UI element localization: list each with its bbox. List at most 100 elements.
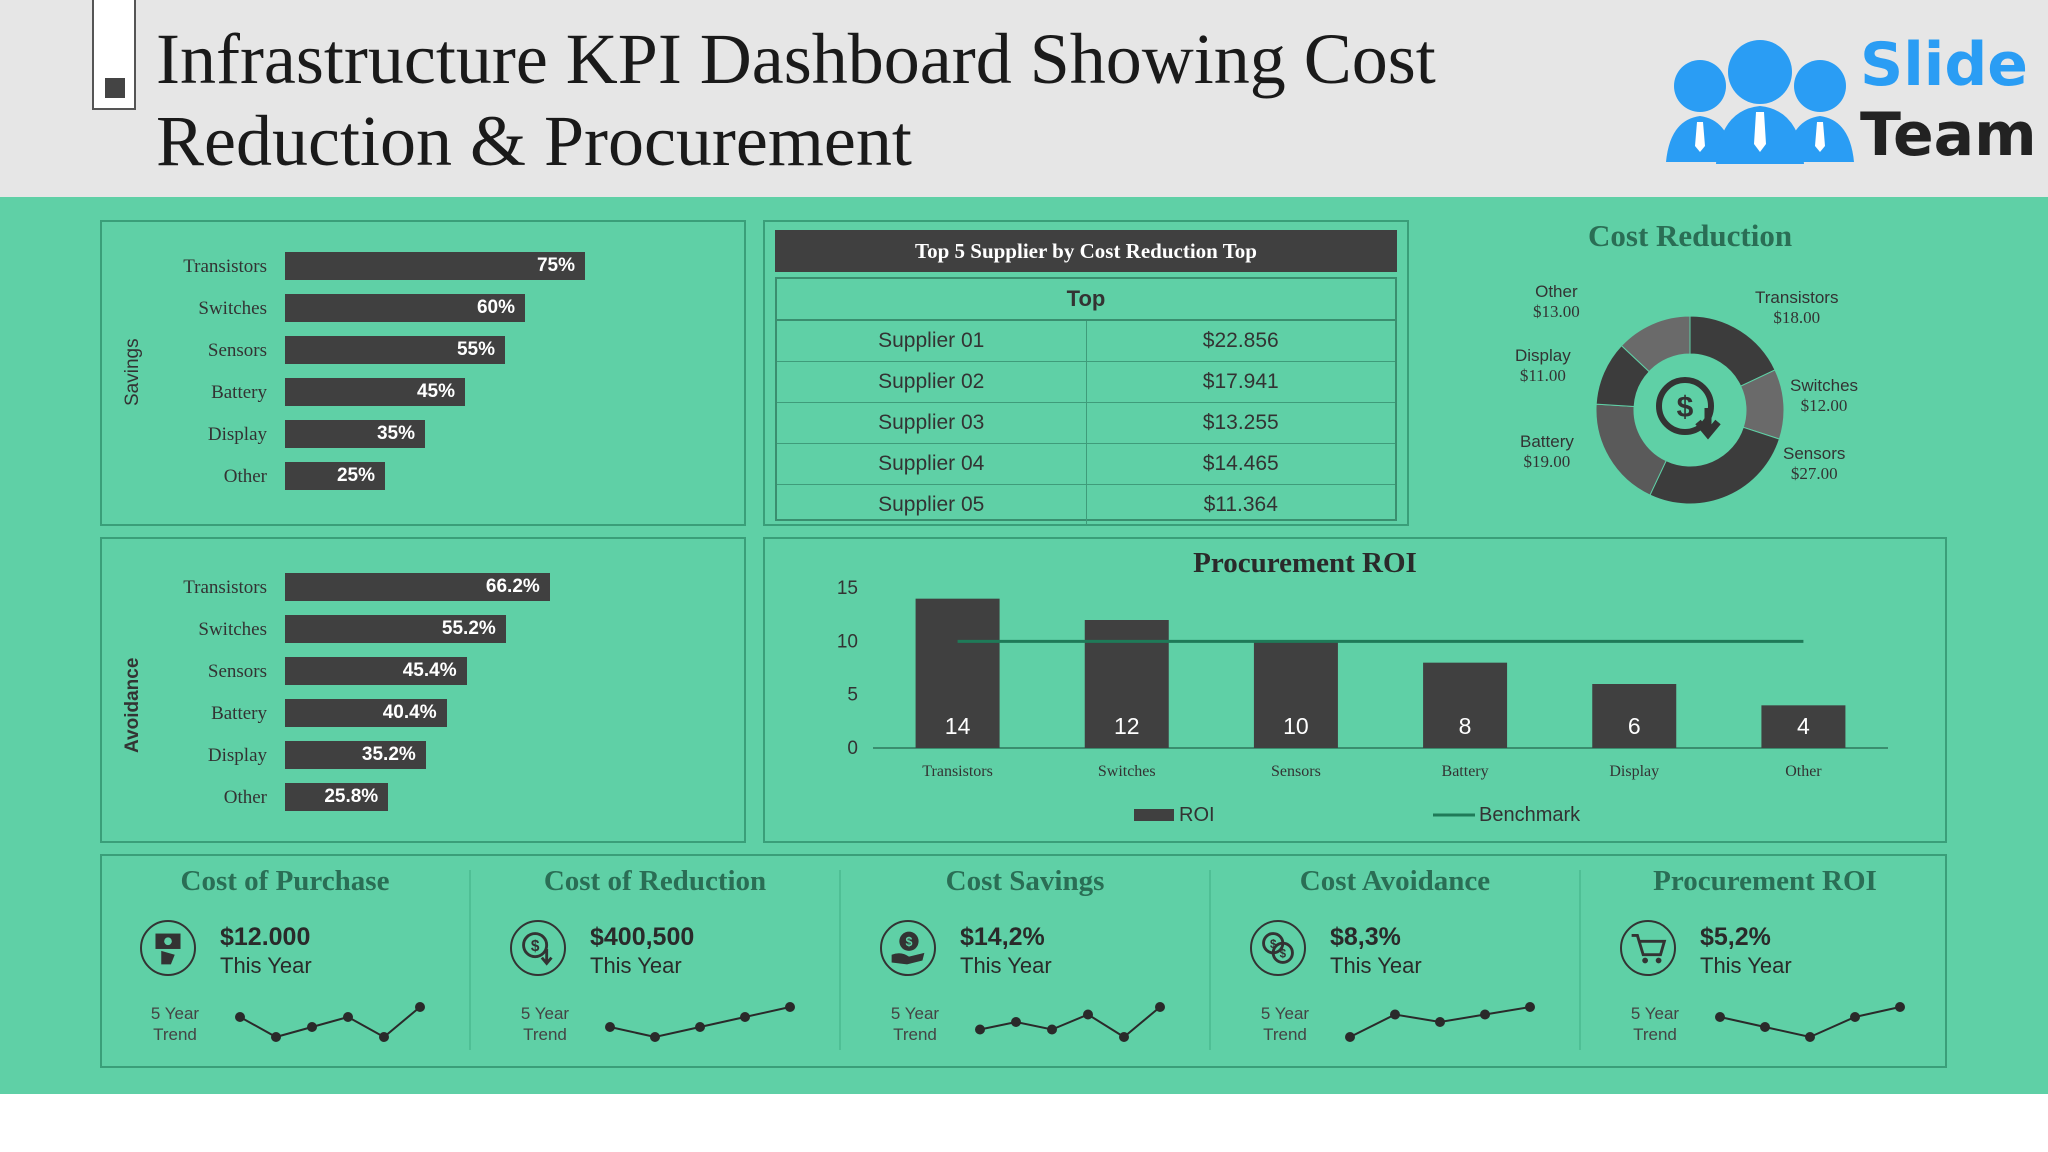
kpi-divider (1209, 870, 1211, 1050)
kpi-value: $400,500 (590, 923, 695, 951)
supplier-value: $13.255 (1202, 411, 1279, 434)
table-row: Supplier 02 $17.941 (777, 362, 1395, 403)
table-row: Supplier 01 $22.856 (777, 321, 1395, 362)
supplier-name: Supplier 01 (777, 321, 1087, 361)
sparkline-point (307, 1022, 317, 1032)
x-tick-label: Switches (1098, 763, 1156, 780)
sparkline-point (235, 1012, 245, 1022)
avoidance-bar-label: Display (207, 745, 267, 766)
roi-bar (1592, 684, 1677, 748)
avoidance-bar: 25.8% (285, 783, 389, 811)
donut-label-value: $19.00 (1523, 452, 1571, 471)
kpi-divider (839, 870, 841, 1050)
kpi-trend-label: 5 Year Trend (880, 1003, 950, 1045)
savings-bar-value: 45% (416, 381, 455, 402)
coins-icon: $$ (1250, 920, 1306, 976)
donut-label-name: Transistors (1755, 288, 1839, 307)
avoidance-bar-value: 35.2% (361, 744, 416, 765)
avoidance-bar-value: 25.8% (324, 786, 379, 807)
sparkline-point (1715, 1012, 1725, 1022)
sparkline-point (785, 1002, 795, 1012)
roi-bar-value: 10 (1283, 713, 1309, 739)
dollar-down-icon: $ (1656, 377, 1721, 440)
savings-bar-value: 35% (376, 423, 415, 444)
kpi-trend-label-line2: Trend (1263, 1025, 1307, 1044)
table-row: Supplier 05 $11.364 (777, 485, 1395, 525)
sparkline-point (1011, 1017, 1021, 1027)
supplier-value: $14.465 (1202, 452, 1279, 475)
avoidance-bar: 40.4% (285, 699, 447, 727)
kpi-title: Cost of Purchase (180, 865, 390, 897)
x-tick-label: Sensors (1271, 763, 1321, 780)
kpi-subtitle: This Year (220, 953, 312, 978)
kpi-title: Cost Avoidance (1299, 865, 1491, 897)
kpi-sparkline (1345, 1002, 1535, 1042)
savings-bar-label: Battery (211, 382, 267, 403)
savings-bar-value: 25% (336, 465, 375, 486)
sparkline-path (239, 1006, 421, 1039)
savings-bar: 45% (285, 378, 465, 406)
sparkline-point (1435, 1017, 1445, 1027)
donut-label: Other $13.00 (1533, 282, 1580, 322)
table-row: Supplier 04 $14.465 (777, 444, 1395, 485)
supplier-value: $17.941 (1202, 370, 1279, 393)
donut-label-value: $13.00 (1533, 302, 1580, 321)
title-decoration (92, 0, 136, 110)
roi-bar (915, 598, 1000, 748)
kpi-trend-label-line2: Trend (1633, 1025, 1677, 1044)
avoidance-bar: 45.4% (285, 657, 467, 685)
roi-bar-value: 6 (1628, 713, 1641, 739)
donut-label-value: $11.00 (1519, 366, 1566, 385)
sparkline-point (379, 1032, 389, 1042)
kpi-trend-label-line1: 5 Year (150, 1004, 200, 1023)
kpi-title: Cost Savings (945, 865, 1105, 897)
money-hand-icon (140, 920, 196, 976)
avoidance-bar-label: Switches (198, 619, 267, 640)
avoidance-bar-value: 55.2% (441, 618, 496, 639)
savings-bar: 35% (285, 420, 425, 448)
svg-text:$: $ (1270, 939, 1277, 951)
kpi-strip (100, 854, 1947, 1068)
avoidance-bar-label: Battery (211, 703, 267, 724)
savings-bar-label: Switches (198, 298, 267, 319)
kpi-trend-label: 5 Year Trend (140, 1003, 210, 1045)
donut-label-value: $12.00 (1800, 396, 1848, 415)
savings-bar-value: 60% (476, 297, 515, 318)
donut-label: Display $11.00 (1515, 346, 1571, 386)
roi-bar (1253, 641, 1338, 748)
cart-icon (1620, 920, 1676, 976)
roi-bar-value: 14 (945, 713, 971, 739)
kpi-sparkline (605, 1002, 795, 1042)
kpi-card: Cost of Reduction $ $400,500 This Year 5… (470, 855, 840, 1065)
kpi-trend-label-line1: 5 Year (1630, 1004, 1680, 1023)
cost-reduction-title: Cost Reduction (1588, 218, 1793, 253)
kpi-trend-label: 5 Year Trend (510, 1003, 580, 1045)
sparkline-point (271, 1032, 281, 1042)
svg-text:$: $ (1677, 391, 1694, 424)
kpi-sparkline (235, 1002, 425, 1042)
sparkline-point (1805, 1032, 1815, 1042)
avoidance-bar-value: 40.4% (382, 702, 437, 723)
sparkline-point (1895, 1002, 1905, 1012)
x-tick-label: Transistors (922, 763, 993, 780)
kpi-trend-label-line2: Trend (523, 1025, 567, 1044)
donut-label-name: Sensors (1783, 444, 1846, 463)
kpi-card: Procurement ROI $5,2% This Year 5 Year Tr… (1580, 855, 1950, 1065)
donut-label: Transistors $18.00 (1755, 288, 1838, 328)
sparkline-point (695, 1022, 705, 1032)
avoidance-bar-label: Transistors (183, 577, 267, 598)
kpi-value: $5,2% (1700, 923, 1771, 951)
kpi-card: Cost Avoidance $ $ $8,3% This Year 5 Year… (1210, 855, 1580, 1065)
donut-label-name: Switches (1790, 376, 1859, 395)
procurement-roi-chart: Procurement ROI 15 10 5 0 14 Transistors 12 Swit… (837, 547, 1888, 826)
dollar-down-icon: $ (510, 920, 566, 976)
donut-label-name: Battery (1520, 432, 1574, 451)
sparkline-point (975, 1024, 985, 1035)
kpi-value: $8,3% (1330, 923, 1401, 951)
avoidance-bar-value: 45.4% (402, 660, 457, 681)
avoidance-bar-value: 66.2% (485, 576, 540, 597)
kpi-subtitle: This Year (1700, 953, 1792, 978)
supplier-value: $11.364 (1203, 493, 1278, 516)
y-tick-label: 10 (837, 631, 858, 652)
donut-label: Switches $12.00 (1790, 376, 1858, 416)
